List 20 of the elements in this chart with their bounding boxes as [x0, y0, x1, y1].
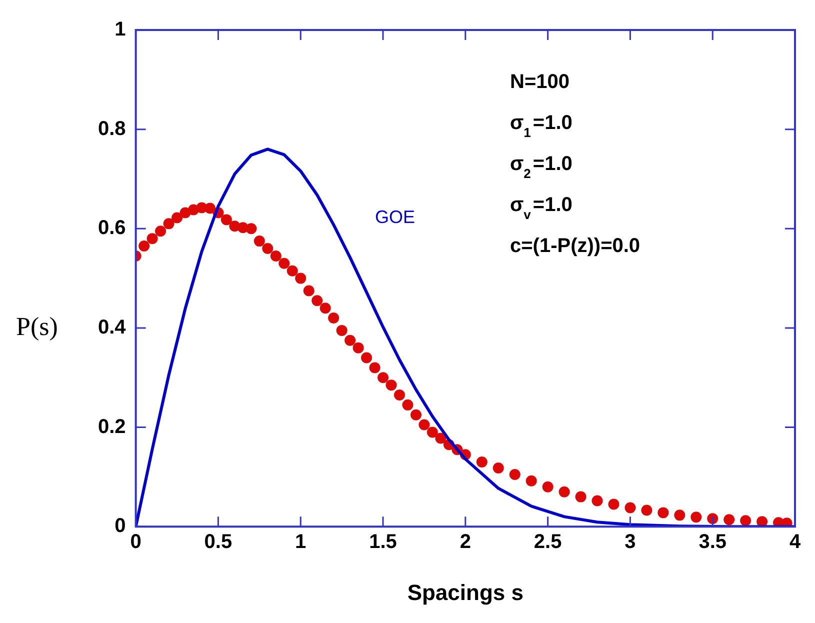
x-tick-label: 2.5: [534, 531, 562, 554]
x-axis-title: Spacings s: [407, 580, 524, 605]
y-tick-label: 0.4: [98, 316, 127, 338]
annotation: c=(1-P(z))=0.0: [510, 235, 640, 257]
y-tick-label: 0: [114, 515, 126, 538]
x-tick-label: 0: [130, 531, 142, 554]
x-tick-label: 2: [460, 531, 471, 554]
y-tick-label: 0.6: [98, 217, 126, 240]
y-tick-label: 0.8: [98, 118, 126, 140]
y-tick-label: 1: [114, 18, 126, 41]
x-tick-label: 4: [789, 531, 802, 554]
x-tick-label: 3.5: [698, 531, 727, 554]
x-tick-label: 3: [624, 531, 636, 554]
x-tick-label: 0.5: [204, 531, 232, 554]
x-tick-label: 1.5: [369, 531, 397, 554]
annotation: N=100: [510, 71, 570, 93]
annotation: GOE: [375, 207, 416, 227]
y-axis-title: P(s): [16, 312, 58, 342]
y-tick-label: 0.2: [98, 416, 126, 438]
x-tick-label: 1: [295, 531, 306, 554]
